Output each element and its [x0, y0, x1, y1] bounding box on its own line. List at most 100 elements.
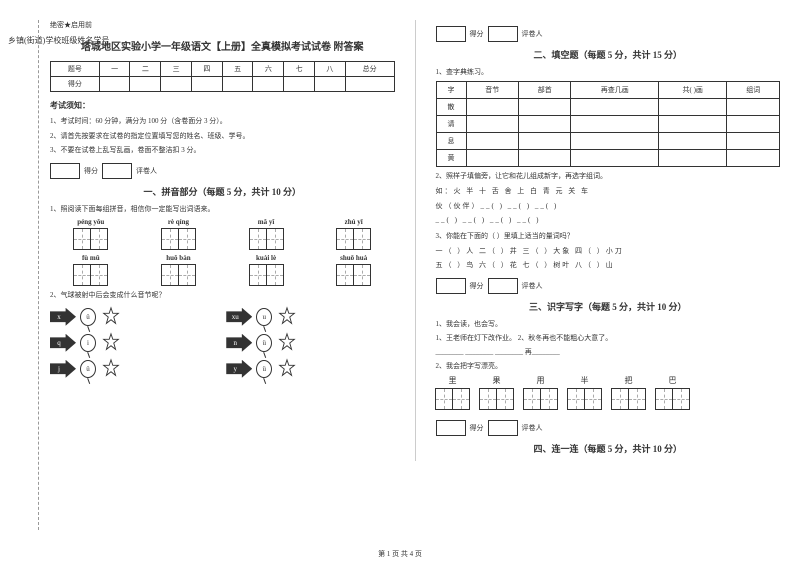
char: 用	[524, 375, 558, 386]
section-score-box: 得分 评卷人	[436, 26, 781, 42]
label-town: 乡镇(街道)	[8, 35, 45, 505]
grader-cell[interactable]	[488, 420, 518, 436]
th-total: 总分	[345, 62, 394, 77]
th: 字	[436, 82, 466, 99]
char-box[interactable]	[249, 264, 267, 286]
th: 部首	[518, 82, 570, 99]
star-icon[interactable]	[100, 306, 122, 328]
char-box[interactable]	[655, 388, 673, 410]
page-footer: 第 1 页 共 4 页	[0, 549, 800, 559]
char-box[interactable]	[523, 388, 541, 410]
s2-q2: 2、照样子填偏旁，让它和花儿组成新字，再选字组词。	[436, 171, 781, 181]
s2-q1: 1、查字典练习。	[436, 67, 781, 77]
star-icon[interactable]	[276, 306, 298, 328]
s3-q1b: ________ ________ ________ 再________	[436, 347, 781, 357]
char-write-row: 里 果 用 半 把 巴	[436, 375, 781, 410]
section-3-title: 三、识字写字（每题 5 分，共计 10 分）	[436, 300, 781, 313]
pinyin: kuài lè	[225, 254, 307, 262]
char-box[interactable]	[628, 388, 646, 410]
char-box[interactable]	[73, 228, 91, 250]
star-icon[interactable]	[276, 332, 298, 354]
th: 共( )画	[658, 82, 727, 99]
q3-line1: 一（ ）人 二（ ）井 三（ ）大象 四（ ）小刀	[436, 245, 781, 258]
star-icon[interactable]	[100, 332, 122, 354]
char-box[interactable]	[353, 264, 371, 286]
section-4-title: 四、连一连（每题 5 分，共计 10 分）	[436, 442, 781, 455]
balloon-icon: i	[80, 334, 96, 352]
balloon-icon: u	[256, 308, 272, 326]
th-3: 三	[161, 62, 192, 77]
grader-label: 评卷人	[136, 163, 157, 179]
char-box[interactable]	[178, 264, 196, 286]
section-score-box: 得分 评卷人	[436, 278, 781, 294]
char-box[interactable]	[353, 228, 371, 250]
pinyin: zhú yī	[313, 218, 395, 226]
char: 果	[480, 375, 514, 386]
char: 请	[436, 116, 466, 133]
char-box[interactable]	[672, 388, 690, 410]
table-header: 字 音节 部首 再查几画 共( )画 组词	[436, 82, 780, 99]
grader-label: 评卷人	[522, 26, 543, 42]
th: 组词	[727, 82, 780, 99]
th-5: 五	[222, 62, 253, 77]
s2-q3: 3、你能在下面的（ ）里填上适当的量词吗？	[436, 231, 781, 241]
char-box[interactable]	[540, 388, 558, 410]
char-box[interactable]	[567, 388, 585, 410]
balloon-icon: ü	[256, 334, 272, 352]
balloon-exercise: xü qi jü xuu nü yü	[50, 306, 395, 380]
char-box[interactable]	[90, 264, 108, 286]
balloon-icon: ü	[256, 360, 272, 378]
score-cell[interactable]	[436, 420, 466, 436]
score-cell[interactable]	[436, 26, 466, 42]
arrow-icon: y	[226, 360, 252, 378]
arrow-icon: n	[226, 334, 252, 352]
q2-chars: 如：火 半 十 舌 舍 上 白 青 元 关 车	[436, 185, 781, 198]
s3-q2: 2、我会把字写漂亮。	[436, 361, 781, 371]
char-box[interactable]	[249, 228, 267, 250]
char-box[interactable]	[178, 228, 196, 250]
char-box[interactable]	[435, 388, 453, 410]
s3-q1a: 1、王老师在灯下改作业。 2、秋冬再也不能粗心大意了。	[436, 333, 781, 343]
char-box[interactable]	[73, 264, 91, 286]
th: 音节	[466, 82, 518, 99]
grader-label: 评卷人	[522, 278, 543, 294]
pinyin: shuō huà	[313, 254, 395, 262]
char-box[interactable]	[161, 228, 179, 250]
grader-cell[interactable]	[488, 278, 518, 294]
char: 散	[436, 99, 466, 116]
section-score-box: 得分 评卷人	[436, 420, 781, 436]
char-box[interactable]	[336, 228, 354, 250]
score-label: 得分	[470, 420, 484, 436]
char: 半	[568, 375, 602, 386]
table-row: 请	[436, 116, 780, 133]
char-box[interactable]	[479, 388, 497, 410]
char-box[interactable]	[496, 388, 514, 410]
star-icon[interactable]	[100, 358, 122, 380]
char-box[interactable]	[336, 264, 354, 286]
char-box[interactable]	[584, 388, 602, 410]
pinyin: rè qíng	[138, 218, 220, 226]
balloon-icon: ü	[80, 308, 96, 326]
right-column: 得分 评卷人 二、填空题（每题 5 分，共计 15 分） 1、查字典练习。 字 …	[436, 20, 781, 461]
q2-blanks2: __( ) __( ) __( ) __( )	[436, 214, 781, 227]
char: 里	[436, 375, 470, 386]
char-box[interactable]	[266, 228, 284, 250]
char-box[interactable]	[90, 228, 108, 250]
table-row: 息	[436, 133, 780, 150]
char-box[interactable]	[161, 264, 179, 286]
page-container: 绝密★启用前 塔城地区实验小学一年级语文【上册】全真模拟考试试卷 附答案 题号 …	[0, 0, 800, 471]
grader-label: 评卷人	[522, 420, 543, 436]
star-icon[interactable]	[276, 358, 298, 380]
char-box[interactable]	[452, 388, 470, 410]
grader-cell[interactable]	[488, 26, 518, 42]
th-4: 四	[191, 62, 222, 77]
arrow-icon: xu	[226, 308, 252, 326]
score-cell[interactable]	[436, 278, 466, 294]
fold-line	[38, 20, 39, 530]
char-box[interactable]	[611, 388, 629, 410]
char-box[interactable]	[266, 264, 284, 286]
section-2-title: 二、填空题（每题 5 分，共计 15 分）	[436, 48, 781, 61]
char: 息	[436, 133, 466, 150]
pinyin: huǒ bàn	[138, 254, 220, 262]
th-7: 七	[284, 62, 315, 77]
